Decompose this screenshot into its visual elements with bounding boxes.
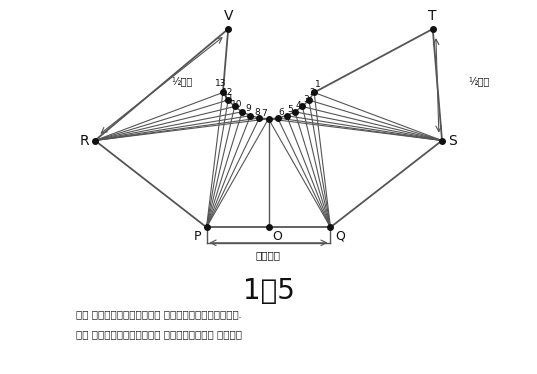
- Text: Q: Q: [336, 230, 345, 243]
- Text: 11: 11: [223, 95, 235, 104]
- Text: ½边长: ½边长: [469, 77, 490, 87]
- Text: 方头边长: 方头边长: [256, 250, 281, 260]
- Text: P: P: [194, 230, 201, 243]
- Text: 注： 放样时圆头尺寸取中径， 方头边长取内径， 高度不变: 注： 放样时圆头尺寸取中径， 方头边长取内径， 高度不变: [76, 329, 242, 340]
- Text: 7: 7: [262, 108, 267, 117]
- Text: 附： 展开图放样时要求已知； 圆头直径、方头边长与高度.: 附： 展开图放样时要求已知； 圆头直径、方头边长与高度.: [76, 309, 242, 319]
- Text: 9: 9: [245, 104, 251, 113]
- Text: S: S: [448, 134, 457, 147]
- Text: V: V: [223, 9, 233, 23]
- Text: 6: 6: [278, 108, 284, 117]
- Text: 3: 3: [303, 95, 309, 104]
- Text: 5: 5: [287, 105, 293, 114]
- Text: 12: 12: [222, 88, 233, 96]
- Text: 10: 10: [231, 100, 243, 109]
- Text: 1－5: 1－5: [243, 277, 294, 305]
- Text: ½边长: ½边长: [171, 77, 192, 87]
- Text: 1: 1: [315, 80, 321, 89]
- Text: 4: 4: [295, 101, 301, 110]
- Text: 13: 13: [215, 79, 227, 88]
- Text: 8: 8: [254, 108, 260, 117]
- Text: 2: 2: [309, 88, 315, 97]
- Text: T: T: [429, 9, 437, 23]
- Text: O: O: [272, 230, 282, 243]
- Text: R: R: [79, 134, 89, 147]
